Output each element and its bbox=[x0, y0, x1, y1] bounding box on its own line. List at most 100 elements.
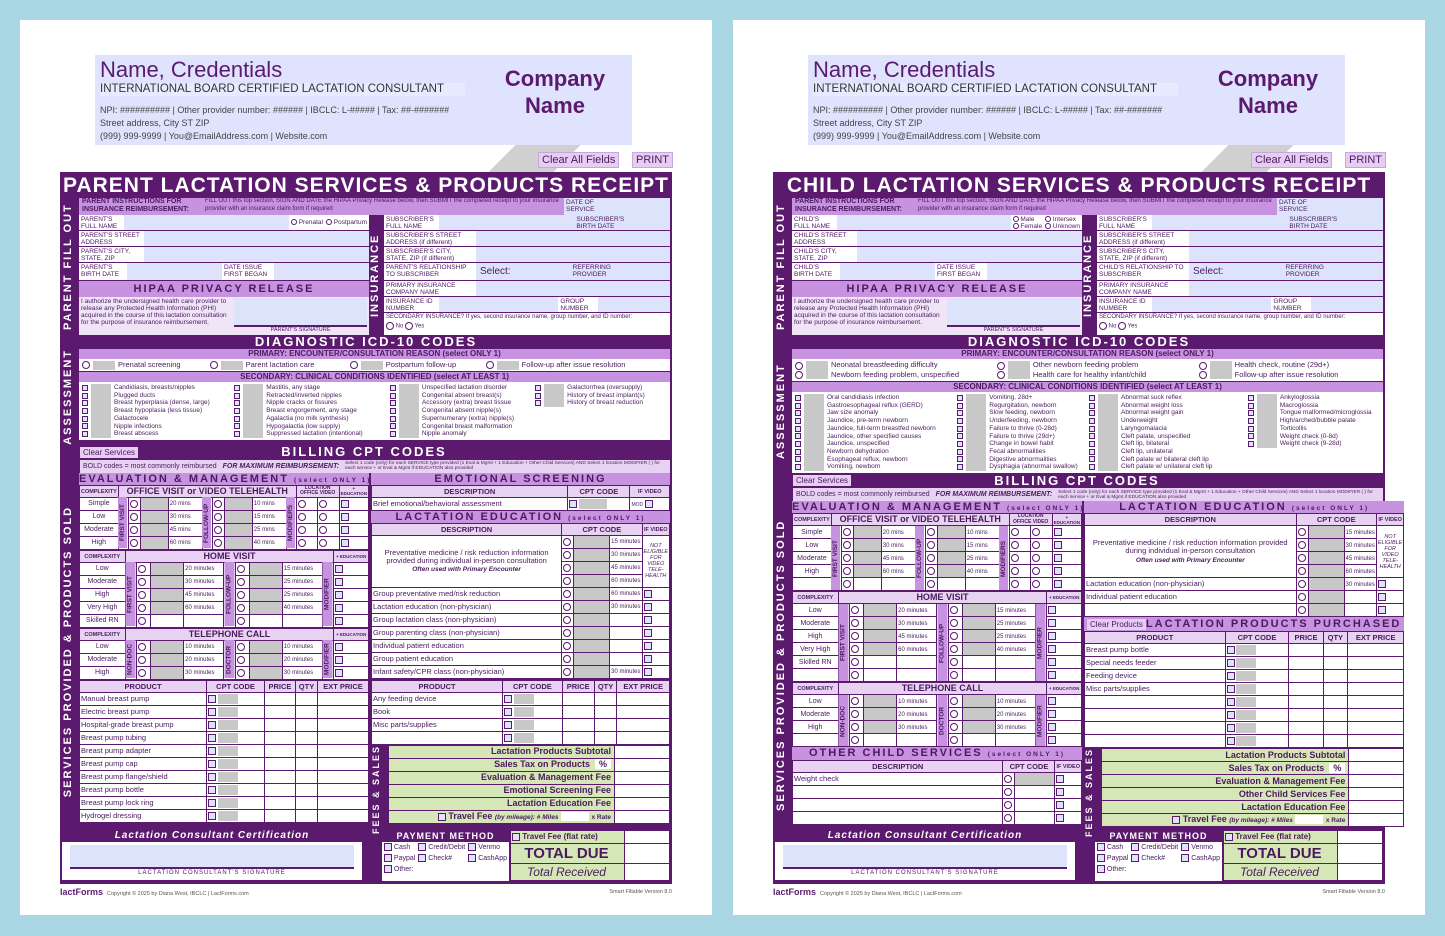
ext-price-field[interactable] bbox=[317, 743, 369, 758]
clear-services-button[interactable]: Clear Services bbox=[80, 446, 139, 458]
cpt-code-field[interactable] bbox=[573, 599, 611, 614]
radio-button[interactable] bbox=[795, 370, 803, 379]
checkbox[interactable] bbox=[957, 417, 964, 424]
cpt-code-field[interactable] bbox=[863, 642, 898, 657]
payment-option[interactable]: CashApp bbox=[1181, 854, 1220, 864]
ext-price-field[interactable] bbox=[616, 730, 670, 745]
checkbox[interactable] bbox=[795, 464, 801, 471]
flat-travel-field[interactable] bbox=[624, 830, 670, 844]
qty-field[interactable] bbox=[294, 769, 319, 784]
checkbox[interactable] bbox=[389, 430, 396, 437]
radio-button[interactable] bbox=[949, 606, 958, 615]
radio-button[interactable] bbox=[349, 361, 358, 369]
flat-travel-field[interactable] bbox=[1337, 830, 1383, 844]
checkbox[interactable] bbox=[795, 448, 801, 455]
miles-field[interactable] bbox=[560, 812, 589, 822]
price-field[interactable] bbox=[263, 730, 296, 745]
education-checkbox[interactable] bbox=[335, 577, 344, 586]
ext-price-field[interactable] bbox=[317, 782, 369, 797]
education-checkbox[interactable] bbox=[1048, 658, 1057, 667]
ext-price-field[interactable] bbox=[616, 717, 670, 732]
relationship-select[interactable]: Select: bbox=[476, 263, 571, 280]
qty-field[interactable] bbox=[294, 730, 319, 745]
product-checkbox[interactable] bbox=[208, 707, 217, 716]
cpt-code-field[interactable] bbox=[573, 534, 611, 549]
checkbox[interactable] bbox=[234, 392, 241, 399]
cpt-code-field[interactable] bbox=[961, 720, 996, 735]
cpt-code-field[interactable] bbox=[863, 616, 898, 631]
cpt-code-field[interactable] bbox=[1307, 538, 1345, 553]
education-checkbox[interactable] bbox=[340, 525, 349, 534]
checkbox[interactable] bbox=[383, 865, 392, 874]
radio-button[interactable] bbox=[138, 590, 147, 599]
education-checkbox[interactable] bbox=[1048, 710, 1057, 719]
price-field[interactable] bbox=[561, 704, 595, 719]
radio-button[interactable] bbox=[563, 563, 572, 572]
price-field[interactable] bbox=[1288, 643, 1324, 658]
education-checkbox[interactable] bbox=[1048, 645, 1057, 654]
fee-amount-field[interactable] bbox=[1348, 787, 1405, 802]
payment-option[interactable]: Check# bbox=[418, 854, 465, 864]
video-checkbox[interactable] bbox=[1377, 606, 1386, 615]
checkbox[interactable] bbox=[535, 392, 542, 399]
cpt-code-field[interactable] bbox=[573, 560, 611, 575]
subscriber-city-field[interactable] bbox=[1189, 247, 1383, 262]
travel-checkbox[interactable] bbox=[1172, 815, 1181, 824]
checkbox[interactable] bbox=[82, 423, 88, 430]
price-field[interactable] bbox=[263, 704, 296, 719]
miles-field[interactable] bbox=[1295, 815, 1324, 825]
subscriber-street-field[interactable] bbox=[476, 231, 670, 246]
video-checkbox[interactable] bbox=[643, 615, 652, 624]
checkbox[interactable] bbox=[957, 440, 964, 447]
education-checkbox[interactable] bbox=[1053, 554, 1062, 563]
checkbox[interactable] bbox=[1089, 425, 1095, 432]
fee-amount-field[interactable] bbox=[1348, 774, 1405, 789]
product-checkbox[interactable] bbox=[208, 733, 217, 742]
video-radio[interactable] bbox=[1032, 554, 1041, 563]
video-checkbox[interactable] bbox=[1056, 814, 1065, 823]
product-checkbox[interactable] bbox=[208, 746, 217, 755]
office-radio[interactable] bbox=[1010, 567, 1019, 576]
radio-button[interactable] bbox=[1118, 321, 1127, 330]
ext-price-field[interactable] bbox=[317, 704, 369, 719]
checkbox[interactable] bbox=[535, 400, 542, 407]
checkbox[interactable] bbox=[389, 407, 396, 414]
price-field[interactable] bbox=[263, 808, 296, 823]
product-checkbox[interactable] bbox=[208, 759, 217, 768]
radio-button[interactable] bbox=[563, 576, 572, 585]
payment-option[interactable]: Cash bbox=[383, 843, 415, 853]
checkbox[interactable] bbox=[795, 433, 801, 440]
cpt-code-field[interactable] bbox=[1014, 785, 1056, 800]
cpt-code-field[interactable] bbox=[852, 564, 882, 579]
radio-button[interactable] bbox=[949, 671, 958, 680]
video-checkbox[interactable] bbox=[1377, 593, 1386, 602]
fee-amount-field[interactable] bbox=[1348, 748, 1405, 763]
cpt-code-field[interactable] bbox=[863, 668, 898, 683]
cpt-code-field[interactable] bbox=[1014, 798, 1056, 813]
radio-button[interactable] bbox=[842, 567, 851, 576]
cpt-code-field[interactable] bbox=[248, 561, 283, 576]
checkbox[interactable] bbox=[957, 433, 964, 440]
radio-button[interactable] bbox=[842, 554, 851, 563]
cpt-code-field[interactable] bbox=[852, 577, 882, 592]
price-field[interactable] bbox=[263, 769, 296, 784]
checkbox[interactable] bbox=[1096, 854, 1105, 863]
radio-button[interactable] bbox=[926, 567, 935, 576]
radio-button[interactable] bbox=[213, 499, 222, 508]
qty-field[interactable] bbox=[294, 743, 319, 758]
travel-checkbox[interactable] bbox=[437, 812, 446, 821]
video-checkbox[interactable] bbox=[643, 667, 652, 676]
checkbox[interactable] bbox=[1089, 417, 1095, 424]
cpt-code-field[interactable] bbox=[218, 810, 239, 821]
cpt-code-field[interactable] bbox=[961, 642, 996, 657]
radio-button[interactable] bbox=[563, 550, 572, 559]
video-radio[interactable] bbox=[1032, 541, 1041, 550]
cpt-code-field[interactable] bbox=[1014, 811, 1056, 826]
cpt-code-field[interactable] bbox=[936, 551, 966, 566]
cpt-code-field[interactable] bbox=[573, 625, 611, 640]
print-button[interactable]: PRINT bbox=[1345, 152, 1386, 168]
radio-button[interactable] bbox=[1045, 222, 1052, 229]
ext-price-field[interactable] bbox=[1347, 682, 1405, 697]
radio-button[interactable] bbox=[236, 668, 245, 677]
payment-option[interactable]: CashApp bbox=[468, 854, 507, 864]
